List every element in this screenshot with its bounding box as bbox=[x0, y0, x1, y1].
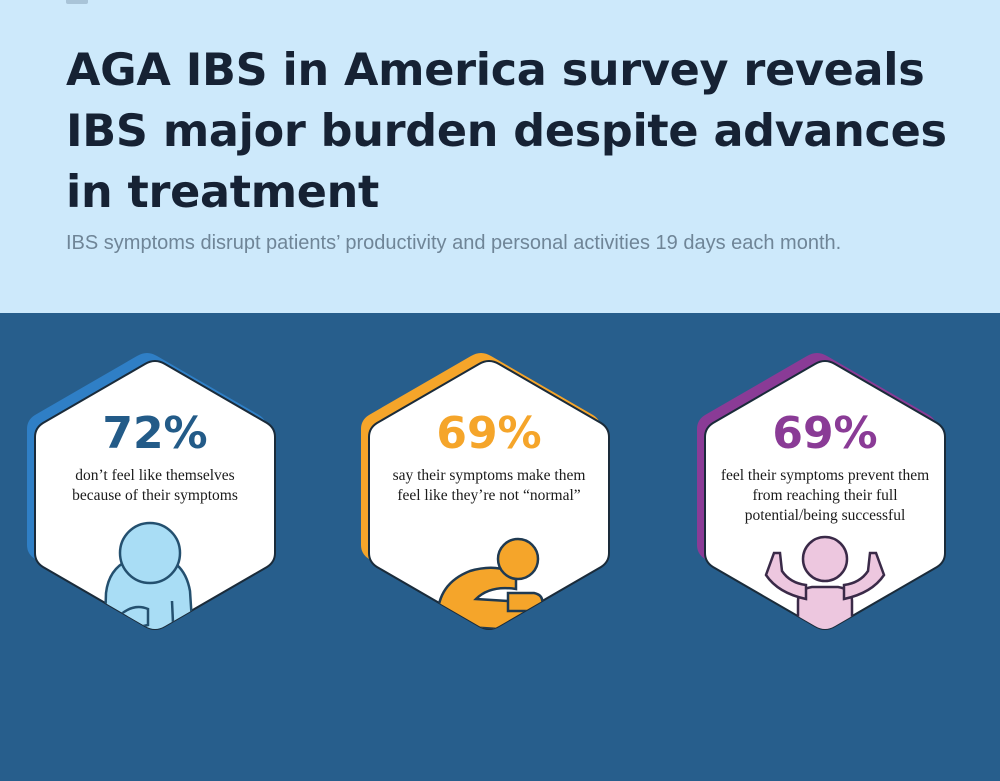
stat-description: say their symptoms make them feel like t… bbox=[392, 467, 586, 504]
stat-description: don’t feel like themselves because of th… bbox=[72, 467, 238, 504]
breadcrumb bbox=[66, 0, 196, 6]
stat-percent: 69% bbox=[772, 408, 878, 459]
category-chip bbox=[66, 0, 88, 4]
stat-percent: 69% bbox=[436, 408, 542, 459]
stat-card-2: 69% say their symptoms make them feel li… bbox=[358, 353, 620, 645]
hexagon-frame bbox=[27, 353, 276, 631]
hexagon-frame bbox=[697, 353, 946, 631]
stat-card-3: 69% feel their symptoms prevent them fro… bbox=[694, 353, 956, 645]
stat-description: feel their symptoms prevent them from re… bbox=[720, 467, 930, 524]
hexagon-frame bbox=[361, 353, 610, 631]
stat-percent: 72% bbox=[102, 408, 208, 459]
page-title: AGA IBS in America survey reveals IBS ma… bbox=[66, 45, 947, 218]
header-section: AGA IBS in America survey reveals IBS ma… bbox=[0, 0, 1000, 313]
stat-card-1: 72% don’t feel like themselves because o… bbox=[24, 353, 286, 645]
person-arms-raised-icon bbox=[764, 535, 886, 629]
page-subtitle: IBS symptoms disrupt patients’ productiv… bbox=[66, 232, 842, 254]
